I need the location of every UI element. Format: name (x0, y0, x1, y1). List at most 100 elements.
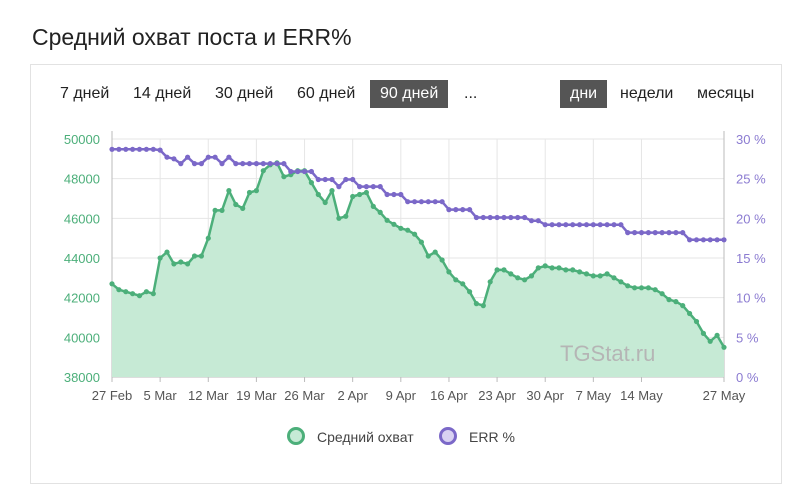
x-tick-label: 16 Apr (430, 388, 468, 403)
err-data-point (205, 154, 211, 160)
period-30-days-button[interactable]: 30 дней (215, 85, 274, 102)
reach-data-point (178, 259, 184, 265)
err-data-point (329, 176, 335, 183)
err-data-point (398, 191, 404, 198)
x-tick-label: 30 Apr (526, 388, 564, 403)
period-14-days-button[interactable]: 14 дней (133, 85, 192, 102)
reach-data-point (377, 209, 383, 215)
reach-data-point (308, 180, 314, 186)
reach-data-point (322, 199, 328, 206)
err-data-point (577, 222, 583, 228)
x-tick-label: 27 Feb (92, 388, 132, 403)
reach-data-point (693, 318, 700, 325)
reach-data-point (253, 188, 259, 194)
x-tick-label: 23 Apr (478, 388, 516, 403)
reach-data-point (577, 269, 583, 275)
x-tick-label: 26 Mar (284, 388, 325, 403)
err-data-point (549, 222, 555, 228)
err-data-point (453, 207, 459, 213)
err-data-point (315, 176, 321, 183)
reach-data-point (515, 275, 521, 281)
period-more-button[interactable]: ... (464, 85, 478, 102)
reach-data-point (673, 299, 679, 305)
reach-data-point (130, 291, 136, 297)
reach-data-point (240, 205, 246, 211)
period-60-days-button[interactable]: 60 дней (297, 85, 356, 102)
err-data-point (659, 230, 665, 236)
reach-data-point (384, 217, 390, 223)
y-left-tick-label: 40000 (64, 330, 100, 345)
unit-months-button[interactable]: месяцы (697, 85, 755, 102)
err-data-point (535, 218, 541, 224)
reach-data-point (467, 289, 473, 295)
reach-area (112, 162, 724, 377)
err-data-point (673, 230, 679, 236)
reach-data-point (336, 215, 342, 221)
reach-data-point (659, 291, 665, 297)
err-data-point (143, 146, 149, 152)
err-data-point (707, 237, 713, 243)
reach-data-point (508, 271, 514, 277)
err-data-point (480, 214, 486, 221)
unit-weeks-button[interactable]: недели (620, 85, 674, 102)
legend-reach-dot (287, 427, 305, 445)
err-data-point (246, 161, 253, 167)
y-right-tick-label: 5 % (736, 330, 759, 345)
err-data-point (233, 161, 239, 167)
reach-data-point (226, 188, 232, 194)
reach-data-point (590, 273, 596, 279)
y-left-tick-label: 44000 (64, 251, 100, 266)
unit-days-button[interactable]: дни (560, 80, 608, 108)
watermark: TGStat.ru (560, 341, 655, 366)
err-data-point (597, 222, 603, 228)
reach-data-point (350, 193, 356, 200)
err-data-point (198, 161, 204, 167)
reach-data-point (260, 168, 266, 174)
err-data-point (219, 161, 225, 167)
err-data-point (274, 161, 280, 167)
period-90-days-button[interactable]: 90 дней (370, 80, 449, 108)
reach-data-point (150, 291, 156, 297)
reach-data-point (528, 273, 535, 279)
reach-data-point (198, 253, 204, 259)
err-data-point (604, 222, 610, 228)
err-data-point (556, 222, 562, 228)
reach-data-point (721, 344, 727, 350)
x-tick-label: 5 Mar (144, 388, 178, 403)
reach-data-point (460, 281, 466, 287)
reach-data-point (680, 303, 686, 309)
x-tick-label: 19 Mar (236, 388, 277, 403)
reach-data-point (666, 297, 672, 303)
reach-data-point (501, 267, 507, 273)
err-data-point (357, 184, 363, 190)
err-data-point (487, 214, 493, 221)
err-data-point (618, 222, 624, 228)
period-7-days-button[interactable]: 7 дней (60, 85, 110, 102)
y-right-tick-label: 20 % (736, 211, 766, 226)
err-data-point (508, 214, 514, 221)
err-data-point (446, 207, 452, 213)
y-right-tick-label: 15 % (736, 251, 766, 266)
reach-data-point (638, 285, 645, 291)
x-tick-label: 14 May (620, 388, 663, 403)
reach-data-point (370, 203, 376, 209)
err-data-point (625, 230, 631, 236)
y-left-tick-label: 46000 (64, 211, 100, 226)
reach-data-point (136, 293, 143, 299)
reach-data-point (563, 267, 569, 273)
x-tick-label: 12 Mar (188, 388, 229, 403)
reach-data-point (185, 261, 191, 267)
reach-data-point (315, 191, 321, 198)
reach-data-point (625, 283, 631, 289)
reach-area-fill (112, 162, 724, 377)
err-data-point (322, 176, 328, 183)
err-data-point (109, 146, 115, 152)
err-data-point (308, 168, 314, 175)
reach-data-point (363, 189, 369, 196)
err-data-point (226, 154, 232, 160)
err-data-point (494, 214, 500, 221)
reach-data-point (398, 225, 404, 231)
err-data-point (590, 222, 596, 228)
reach-data-point (652, 287, 658, 293)
err-data-point (295, 168, 301, 175)
